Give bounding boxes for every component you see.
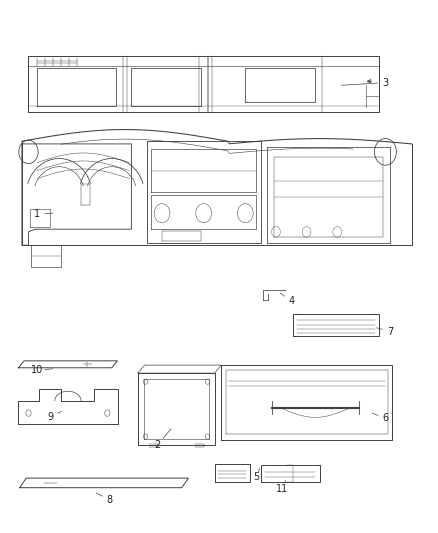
Text: 2: 2	[155, 440, 161, 450]
Text: 9: 9	[47, 412, 53, 422]
Text: 1: 1	[34, 209, 40, 219]
Text: 3: 3	[382, 78, 389, 87]
Text: 11: 11	[276, 484, 289, 494]
Text: 5: 5	[253, 472, 259, 482]
Text: 6: 6	[382, 414, 389, 423]
Text: 10: 10	[31, 366, 43, 375]
Text: 7: 7	[387, 327, 393, 336]
Text: 8: 8	[106, 495, 113, 505]
Text: 4: 4	[288, 296, 294, 306]
